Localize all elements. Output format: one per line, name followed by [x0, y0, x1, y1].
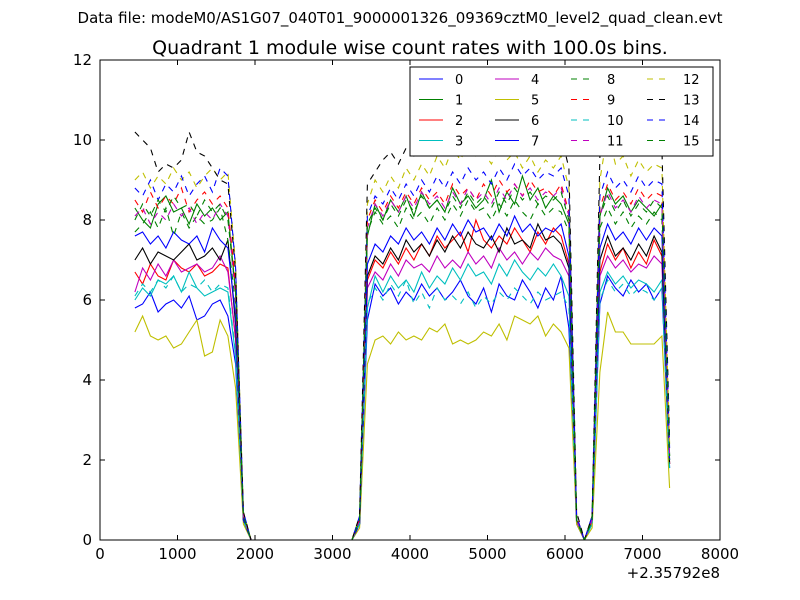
y-tick-label: 2	[82, 451, 92, 469]
legend-label-9: 9	[607, 94, 615, 109]
legend-label-12: 12	[683, 73, 700, 88]
legend-label-5: 5	[531, 94, 539, 109]
y-tick-label: 8	[82, 211, 92, 229]
x-tick-label: 2000	[236, 545, 274, 563]
legend-label-0: 0	[455, 73, 463, 88]
y-tick-label: 12	[73, 51, 92, 69]
chart-title: Quadrant 1 module wise count rates with …	[152, 37, 668, 59]
legend-label-13: 13	[683, 94, 700, 109]
series-15-line	[134, 186, 671, 540]
series-14-line	[134, 162, 671, 540]
y-tick-label: 4	[82, 371, 92, 389]
x-tick-label: 6000	[546, 545, 584, 563]
legend-box	[409, 66, 714, 157]
legend-label-8: 8	[607, 73, 615, 88]
y-tick-label: 6	[82, 291, 92, 309]
legend-label-2: 2	[455, 114, 463, 129]
series-layer	[134, 123, 671, 540]
legend-label-3: 3	[455, 135, 463, 150]
legend-label-10: 10	[607, 114, 624, 129]
x-tick-label: 0	[95, 545, 105, 563]
x-tick-label: 8000	[701, 545, 739, 563]
x-tick-label: 4000	[391, 545, 429, 563]
legend-label-6: 6	[531, 114, 539, 129]
x-tick-label: 3000	[313, 545, 351, 563]
legend-label-4: 4	[531, 73, 539, 88]
y-tick-label: 10	[73, 131, 92, 149]
x-tick-label: 1000	[158, 545, 196, 563]
legend-label-14: 14	[683, 114, 700, 129]
x-axis: 0 1000 2000 3000 4000 5000 6000 7000 8000	[95, 60, 739, 563]
legend-label-11: 11	[607, 135, 624, 150]
x-tick-label: 7000	[623, 545, 661, 563]
series-13-line	[134, 123, 671, 540]
x-tick-label: 5000	[468, 545, 506, 563]
figure-suptitle: Data file: modeM0/AS1G07_040T01_90000013…	[77, 9, 723, 27]
y-tick-label: 0	[82, 531, 92, 549]
x-offset-label: +2.35792e8	[627, 564, 720, 582]
legend-label-15: 15	[683, 135, 700, 150]
legend-label-1: 1	[455, 94, 463, 109]
series-5-line	[134, 311, 671, 540]
series-12-line	[134, 131, 671, 540]
legend-label-7: 7	[531, 135, 539, 150]
